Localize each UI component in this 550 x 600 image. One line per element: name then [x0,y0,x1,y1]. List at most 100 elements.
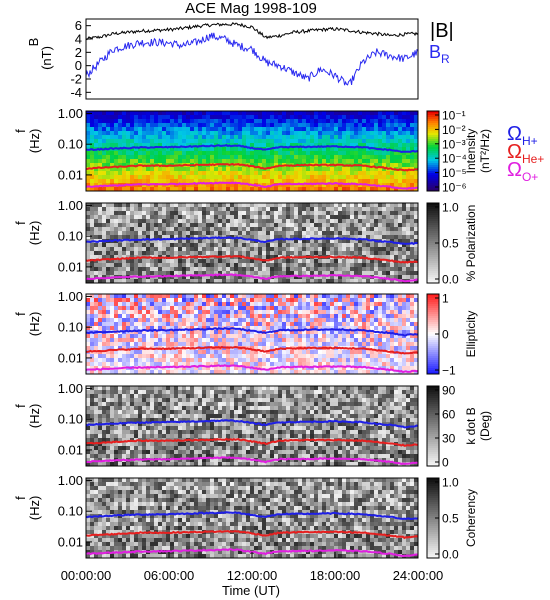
colorbar-tick-label: 1.0 [442,476,459,490]
freq-ylabel-unit: (Hz) [27,496,42,521]
colorbar-tick-label: 1 [442,292,449,306]
figure-title: ACE Mag 1998-109 [185,0,317,17]
colorbar-tick-label: 60 [442,408,456,422]
freq-ylabel-unit: (Hz) [27,221,42,246]
colorbar-tick-label: 10⁻¹ [442,109,466,123]
colorbar-unit: (Deg) [478,411,492,441]
x-tick-label: 12:00:00 [227,568,278,583]
freq-tick-label: 0.01 [58,350,83,365]
gyrofrequency-legend: ΩH+ ΩHe+ ΩO+ [507,123,544,184]
gyro-line-hplus [85,419,419,429]
gyro-line-heplus [85,437,419,447]
panel-frame [85,202,419,284]
panel-intensity: 1.00 0.10 0.01 f (Hz) 10⁻¹10⁻²10⁻³10⁻⁴10⁻⁵10⁻… [13,106,492,195]
panel-frame [85,385,419,467]
freq-tick-label: 0.10 [58,412,83,427]
panel-frame [85,110,419,192]
magnetic-field-plot [85,22,419,86]
top-ytick-label: 4 [75,32,82,47]
gyro-line-heplus [85,529,419,540]
time-axis: 00:00:00 06:00:00 12:00:00 18:00:00 24:00:00 [61,552,443,583]
colorbar-tick-label: 0.0 [442,548,459,562]
spectrogram-coherency [86,478,419,559]
colorbar-tick-label: 10⁻³ [442,137,466,151]
freq-ylabel-main: f [13,312,28,316]
top-ytick-label: 6 [75,18,82,33]
colorbar-tick-label: 10⁻⁴ [442,152,467,166]
freq-ylabel-unit: (Hz) [27,129,42,154]
colorbar-tick-label: 0.5 [442,237,459,251]
colorbar-tick-label: 1.0 [442,201,459,215]
colorbar-tick-label: 0 [442,328,449,342]
series-br-line [85,32,419,86]
freq-tick-label: 0.10 [58,320,83,335]
top-ytick-label: 2 [75,45,82,60]
spectrogram-intensity [86,111,419,192]
top-ylabel-unit: (nT) [39,46,54,70]
top-ytick-label: -2 [70,72,82,87]
freq-ylabel-unit: (Hz) [27,404,42,429]
freq-tick-label: 0.01 [58,259,83,274]
colorbar-unit: (nT²/Hz) [478,129,492,173]
colorbar-coherency: 1.0 0.5 0.0 Coherency [426,476,478,562]
colorbar-title: Ellipticity [464,311,478,358]
colorbar-intensity: 10⁻¹10⁻²10⁻³10⁻⁴10⁻⁵10⁻⁶ Intensity (nT²/Hz… [426,109,492,195]
freq-tick-label: 1.00 [58,473,83,488]
gyro-line-heplus [85,345,419,355]
gyro-line-hplus [85,144,419,154]
colorbar-title: % Polarization [464,205,478,282]
colorbar-title: Intensity [464,129,478,174]
top-ylabel-main: B [26,38,41,47]
freq-tick-label: 1.00 [58,381,83,396]
freq-tick-label: 0.01 [58,442,83,457]
panel-frame [85,293,419,375]
gyro-line-hplus [85,327,419,337]
freq-tick-label: 0.10 [58,504,83,519]
freq-ylabel-main: f [13,404,28,408]
freq-ylabel-main: f [13,221,28,225]
colorbar-title: Coherency [464,489,478,547]
freq-tick-label: 0.10 [58,229,83,244]
legend-omega-hplus: ΩH+ [507,123,538,148]
legend-omega-oplus: ΩO+ [507,159,538,184]
top-ytick-label: -4 [70,85,82,100]
colorbar-tick-label: 30 [442,432,456,446]
top-ytick-label: 0 [75,58,82,73]
x-axis-label: Time (UT) [222,583,280,598]
freq-ylabel-unit: (Hz) [27,312,42,337]
x-tick-label: 00:00:00 [61,568,112,583]
colorbar-tick-label: −1 [442,364,456,378]
panel-coherency: 1.00 0.10 0.01 f (Hz) 1.0 0.5 0.0 Coherency [13,473,478,562]
spectrogram-polarization [86,203,419,284]
colorbar-kdotb: 90 60 30 0 k dot B (Deg) [426,384,492,470]
spectral-panels: 1.000.100.01f (Hz)10⁻¹10⁻²10⁻³10⁻⁴10⁻⁵10⁻… [13,106,492,562]
colorbar-tick-label: 0.0 [442,273,459,287]
spectrogram-kdotb [86,386,419,467]
gyro-line-oplus [85,364,419,374]
colorbar-tick-label: 0.5 [442,512,459,526]
colorbar-title: k dot B [464,407,478,444]
freq-tick-label: 1.00 [58,289,83,304]
x-tick-label: 06:00:00 [144,568,195,583]
freq-tick-label: 0.01 [58,167,83,182]
gyro-line-heplus [85,162,419,172]
gyro-line-oplus [85,273,419,283]
gyro-line-hplus [85,511,419,521]
top-panel-frame [85,18,419,100]
freq-ylabel-main: f [13,496,28,500]
gyro-line-oplus [85,181,419,190]
colorbar-tick-label: 10⁻⁵ [442,166,467,180]
freq-tick-label: 1.00 [58,198,83,213]
legend-magnitude-label: |B| [430,20,454,42]
colorbar-ellipticity: 1 0 −1 Ellipticity [426,292,478,378]
spectrogram-ellipticity [86,294,419,375]
colorbar-polarization: 1.0 0.5 0.0 % Polarization [426,201,478,287]
legend-br-label: BR [429,42,450,66]
colorbar-tick-label: 0 [442,456,449,470]
x-tick-label: 18:00:00 [310,568,361,583]
gyro-line-heplus [85,254,419,264]
freq-tick-label: 1.00 [58,106,83,121]
